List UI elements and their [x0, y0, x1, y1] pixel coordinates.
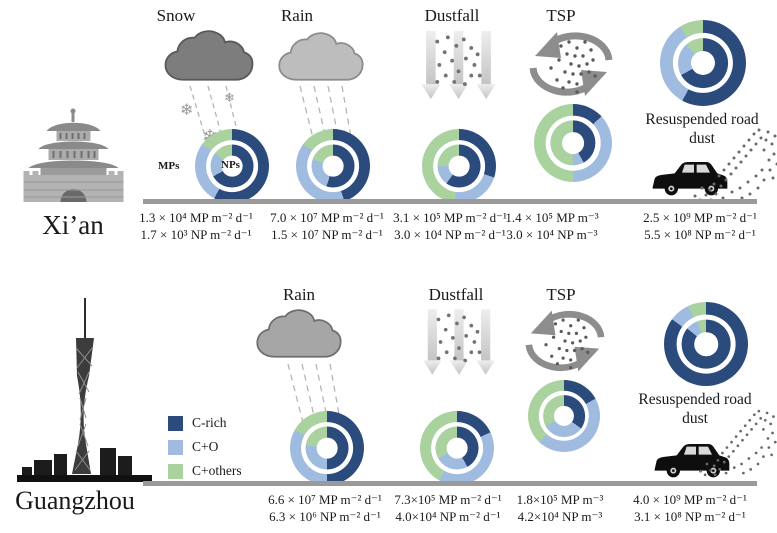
value-mp: 1.4 × 10⁵ MP m⁻³ [505, 210, 599, 225]
value-np: 4.2×10⁴ NP m⁻³ [517, 509, 603, 525]
donut-chart-gz-rain [290, 411, 364, 485]
value-mp: 2.5 × 10⁹ MP m⁻² d⁻¹ [643, 210, 757, 225]
value-mp: 6.6 × 10⁷ MP m⁻² d⁻¹ [268, 492, 382, 507]
values-xian-dustfall: 3.1 × 10⁵ MP m⁻² d⁻¹ 3.0 × 10⁴ NP m⁻² d⁻… [393, 209, 507, 243]
values-xian-tsp: 1.4 × 10⁵ MP m⁻³ 3.0 × 10⁴ NP m⁻³ [505, 209, 598, 243]
value-np: 1.5 × 10⁷ NP m⁻² d⁻¹ [271, 227, 383, 243]
value-np: 4.0×10⁴ NP m⁻² d⁻¹ [395, 509, 501, 525]
legend-swatch-c-rich [168, 415, 183, 431]
value-np: 5.5 × 10⁸ NP m⁻² d⁻¹ [644, 227, 756, 243]
value-mp: 7.0 × 10⁷ MP m⁻² d⁻¹ [270, 210, 384, 225]
snow-cloud-icon [164, 30, 254, 81]
column-label-dustfall-xian: Dustfall [424, 6, 480, 25]
legend-label-c-o: C+O [192, 439, 219, 454]
column-label-tsp-gz: TSP [546, 285, 576, 304]
legend-item-c-rich: C-rich [168, 415, 242, 431]
value-mp: 1.3 × 10⁴ MP m⁻² d⁻¹ [139, 210, 253, 225]
value-mp: 4.0 × 10⁹ MP m⁻² d⁻¹ [633, 492, 747, 507]
ring-label-mps: MPs [158, 160, 180, 172]
rain-cloud-icon [256, 309, 342, 358]
donut-chart-gz-road-dust [664, 302, 748, 386]
value-np: 3.1 × 10⁸ NP m⁻² d⁻¹ [634, 509, 746, 525]
column-label-rain-xian: Rain [280, 6, 314, 25]
donut-chart-xian-snow [195, 129, 269, 203]
column-label-snow: Snow [156, 6, 196, 25]
donut-chart-xian-dustfall [422, 129, 496, 203]
donut-chart-xian-rain [296, 129, 370, 203]
value-np: 6.3 × 10⁶ NP m⁻² d⁻¹ [269, 509, 381, 525]
column-label-road-dust-gz: Resuspended road dust [638, 391, 752, 428]
values-xian-rain: 7.0 × 10⁷ MP m⁻² d⁻¹ 1.5 × 10⁷ NP m⁻² d⁻… [270, 209, 384, 243]
canton-tower-icon [17, 298, 152, 482]
dust-plume-icon [699, 409, 777, 477]
values-gz-tsp: 1.8×10⁵ MP m⁻³ 4.2×10⁴ NP m⁻³ [517, 491, 604, 525]
value-np: 3.0 × 10⁴ NP m⁻³ [506, 227, 598, 243]
legend-swatch-c-others [168, 463, 183, 479]
city-label-guangzhou: Guangzhou [15, 486, 135, 515]
values-gz-road-dust: 4.0 × 10⁹ MP m⁻² d⁻¹ 3.1 × 10⁸ NP m⁻² d⁻… [633, 491, 747, 525]
values-xian-road-dust: 2.5 × 10⁹ MP m⁻² d⁻¹ 5.5 × 10⁸ NP m⁻² d⁻… [643, 209, 757, 243]
ground-line-xian [143, 199, 757, 204]
column-label-tsp-xian: TSP [546, 6, 576, 25]
legend-label-c-others: C+others [192, 463, 242, 478]
value-mp: 7.3×10⁵ MP m⁻² d⁻¹ [394, 492, 502, 507]
dust-plume-icon [693, 128, 777, 202]
rain-cloud-icon [278, 32, 364, 81]
legend-item-c-others: C+others [168, 463, 242, 479]
city-label-xian: Xi’an [42, 210, 104, 240]
ground-line-guangzhou [143, 481, 757, 486]
legend-item-c-o: C+O [168, 439, 242, 455]
xian-bell-tower-icon [23, 108, 124, 202]
values-gz-dustfall: 7.3×10⁵ MP m⁻² d⁻¹ 4.0×10⁴ NP m⁻² d⁻¹ [394, 491, 501, 525]
value-np: 3.0 × 10⁴ NP m⁻² d⁻¹ [394, 227, 506, 243]
value-mp: 3.1 × 10⁵ MP m⁻² d⁻¹ [393, 210, 507, 225]
donut-chart-xian-road-dust [660, 20, 746, 106]
value-mp: 1.8×10⁵ MP m⁻³ [516, 492, 604, 507]
ring-label-nps: NPs [221, 159, 240, 171]
donut-chart-gz-dustfall [420, 411, 494, 485]
legend: C-rich C+O C+others [168, 415, 242, 487]
column-label-dustfall-gz: Dustfall [428, 285, 484, 304]
column-label-rain-gz: Rain [282, 285, 316, 304]
legend-swatch-c-o [168, 439, 183, 455]
circulating-arrows-icon [517, 303, 613, 379]
donut-chart-xian-tsp [534, 104, 612, 182]
falling-arrows-icon [423, 309, 495, 375]
values-xian-snow: 1.3 × 10⁴ MP m⁻² d⁻¹ 1.7 × 10³ NP m⁻² d⁻… [139, 209, 253, 243]
falling-arrows-icon [421, 30, 496, 99]
values-gz-rain: 6.6 × 10⁷ MP m⁻² d⁻¹ 6.3 × 10⁶ NP m⁻² d⁻… [268, 491, 382, 525]
snowflake-icon: ❄ [180, 102, 194, 119]
snowflake-icon: ❄ [224, 90, 235, 105]
donut-chart-gz-tsp [528, 380, 600, 452]
circulating-arrows-icon [521, 24, 621, 104]
legend-label-c-rich: C-rich [192, 415, 227, 430]
value-np: 1.7 × 10³ NP m⁻² d⁻¹ [140, 227, 252, 243]
column-label-road-dust-xian: Resuspended road dust [645, 111, 759, 148]
